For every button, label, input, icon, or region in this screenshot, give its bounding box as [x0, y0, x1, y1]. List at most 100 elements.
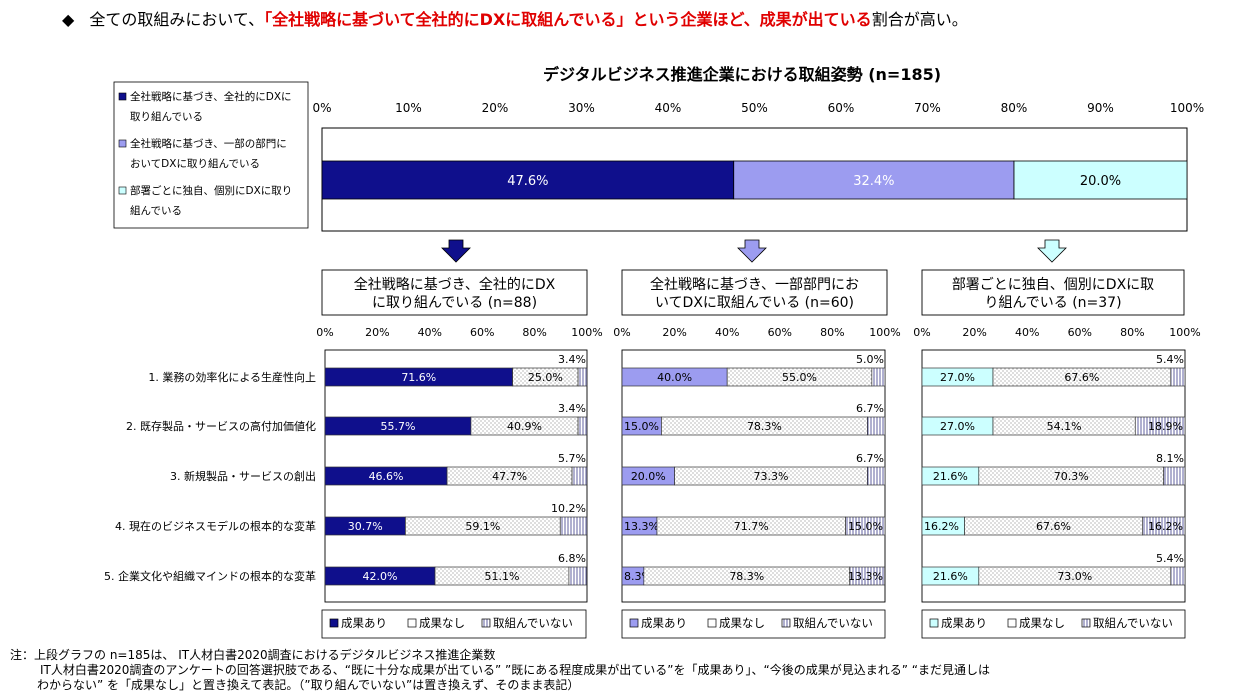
bar-data-label: 21.6% [933, 470, 968, 483]
panel-axis-tick-label: 80% [1120, 326, 1144, 339]
down-arrow-icon [441, 239, 471, 263]
panel-axis-tick-label: 40% [418, 326, 442, 339]
panel-legend-swatch [1007, 618, 1017, 628]
panel-axis-tick-label: 0% [316, 326, 333, 339]
top-legend-label: 全社戦略に基づき、一部の部門に [130, 137, 287, 150]
top-legend-label: 取り組んでいる [130, 110, 203, 123]
panels: 1. 業務の効率化による生産性向上 2. 既存製品・サービスの高付加価値化 3. 新… [104, 269, 1201, 639]
bar-data-label: 21.6% [933, 570, 968, 583]
bar-data-label: 27.0% [940, 420, 975, 433]
bar-data-label: 3.4% [558, 402, 586, 415]
bar-data-label: 5.7% [558, 452, 586, 465]
top-chart: デジタルビジネス推進企業における取組姿勢 (n=185) 0% 10% 20% 30% 4… [113, 65, 1204, 232]
bullet-icon: ◆ [62, 10, 75, 29]
headline-text: 全ての取組みにおいて、 [89, 10, 265, 29]
panel-legend-swatch [707, 618, 717, 628]
bar-data-label: 6.8% [558, 552, 586, 565]
panel-axis-tick-label: 20% [365, 326, 389, 339]
chart-canvas: デジタルビジネス推進企業における取組姿勢 (n=185) 0% 10% 20% 30% 4… [104, 65, 1204, 639]
bar-segment [577, 367, 588, 387]
bar-data-label: 51.1% [485, 570, 520, 583]
bar-data-label: 5.4% [1156, 552, 1184, 565]
panel-legend-box [321, 609, 587, 639]
panel-legend-box [621, 609, 886, 639]
headline-tail: 割合が高い。 [871, 10, 968, 29]
bar-data-label: 67.6% [1064, 371, 1099, 384]
bar-data-label: 15.0% [848, 520, 883, 533]
panel-legend-swatch [481, 618, 491, 628]
panel-title: に取り組んでいる (n=88) [372, 295, 537, 311]
top-bar-label: 32.4% [853, 174, 894, 189]
bar-data-label: 6.7% [856, 402, 884, 415]
panel-axis-tick-label: 80% [522, 326, 546, 339]
panel-legend-label: 取組んでいない [793, 616, 873, 630]
panel-title: いてDXに取組んでいる (n=60) [655, 295, 854, 311]
bar-data-label: 3.4% [558, 353, 586, 366]
panel-axis-tick-label: 80% [820, 326, 844, 339]
bar-data-label: 73.0% [1057, 570, 1092, 583]
panel-title-box [621, 269, 888, 316]
panel-legend-label: 成果なし [719, 616, 765, 630]
panel-axis-tick-label: 60% [768, 326, 792, 339]
down-arrow-icon [737, 239, 767, 263]
bar-data-label: 20.0% [631, 470, 666, 483]
bar-data-label: 30.7% [348, 520, 383, 533]
panel-title: 全社戦略に基づき、一部部門にお [650, 276, 859, 293]
bar-segment [577, 416, 588, 436]
top-axis-tick-label: 100% [1170, 101, 1204, 115]
panel-legend-swatch [407, 618, 417, 628]
bar-segment [849, 566, 886, 586]
bar-data-label: 10.2% [551, 502, 586, 515]
top-axis-tick-label: 90% [1087, 101, 1114, 115]
panel-legend-label: 成果あり [341, 616, 387, 630]
category-label: 2. 既存製品・サービスの高付加価値化 [126, 419, 316, 433]
category-label: 1. 業務の効率化による生産性向上 [148, 370, 316, 384]
panel-axis-tick-label: 40% [715, 326, 739, 339]
panel-legend-box [921, 609, 1186, 639]
bar-segment [867, 466, 886, 486]
panel-legend-label: 取組んでいない [1093, 616, 1173, 630]
bar-segment [571, 466, 588, 486]
panel-legend-label: 成果なし [1019, 616, 1065, 630]
panel-1: 全社戦略に基づき、全社的にDX に取り組んでいる (n=88) 0% 20% 40% 60… [316, 269, 603, 639]
top-legend-label: 全社戦略に基づき、全社的にDXに [130, 90, 292, 103]
panel-axis-tick-label: 60% [470, 326, 494, 339]
panel-axis-tick-label: 100% [571, 326, 602, 339]
panel-title: 全社戦略に基づき、全社的にDX [354, 276, 556, 293]
panel-axis-tick-label: 60% [1068, 326, 1092, 339]
headline-highlight: 「全社戦略に基づいて全社的にDXに取組んでいる」という企業ほど、成果が出ている [264, 10, 872, 29]
category-label: 4. 現在のビジネスモデルの根本的な変革 [115, 519, 316, 533]
top-legend-label: 組んでいる [130, 204, 182, 217]
bar-data-label: 13.3% [624, 520, 659, 533]
panel-legend-swatch [629, 618, 639, 628]
bar-data-label: 15.0% [624, 420, 659, 433]
bar-data-label: 5.0% [856, 353, 884, 366]
top-bar-label: 47.6% [507, 174, 548, 189]
panel-title-box [321, 269, 588, 316]
top-axis-tick-label: 0% [312, 101, 331, 115]
bar-data-label: 13.3% [848, 570, 883, 583]
bar-data-label: 54.1% [1047, 420, 1082, 433]
bar-data-label: 78.3% [729, 570, 764, 583]
bar-data-label: 47.7% [492, 470, 527, 483]
footnote: 注：上段グラフの n=185は、 IT人材白書2020調査におけるデジタルビジネ… [10, 648, 990, 693]
panel-axis-tick-label: 20% [962, 326, 986, 339]
bar-data-label: 6.7% [856, 452, 884, 465]
arrows [441, 239, 1067, 263]
top-legend-box [113, 81, 309, 229]
bar-segment [559, 516, 588, 536]
panel-axis-tick-label: 40% [1015, 326, 1039, 339]
top-axis-tick-label: 10% [395, 101, 422, 115]
panel-title: 部署ごとに独自、個別にDXに取 [952, 277, 1154, 293]
top-axis-tick-label: 70% [914, 101, 941, 115]
bar-segment [845, 516, 886, 536]
top-legend-label: おいてDXに取り組んでいる [130, 157, 260, 170]
bar-data-label: 16.2% [1148, 520, 1183, 533]
top-axis-tick-label: 60% [828, 101, 855, 115]
panel-axis-tick-label: 0% [613, 326, 630, 339]
bar-data-label: 8.1% [1156, 452, 1184, 465]
down-arrow-icon [1037, 239, 1067, 263]
footnote-line-1: 注：上段グラフの n=185は、 IT人材白書2020調査におけるデジタルビジネ… [10, 648, 496, 662]
